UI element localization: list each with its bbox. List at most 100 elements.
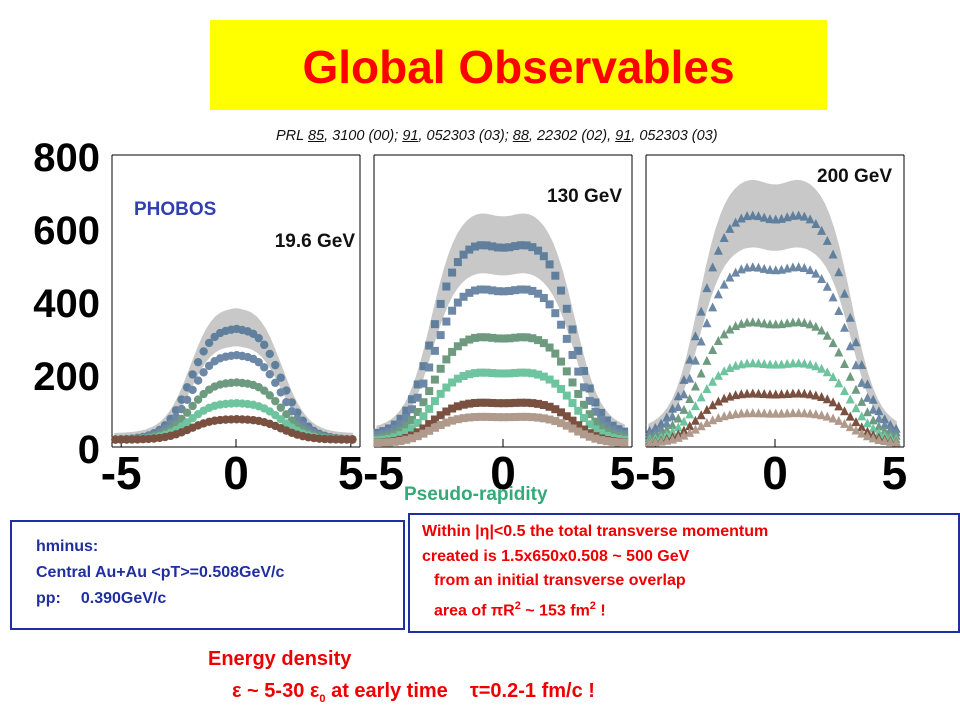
data-point (493, 399, 502, 408)
data-point (679, 389, 689, 399)
data-point (788, 388, 798, 398)
data-point (465, 245, 474, 254)
data-point (696, 336, 706, 346)
data-point (765, 214, 775, 224)
data-point (713, 396, 723, 406)
data-point (511, 242, 520, 251)
data-point (188, 401, 197, 411)
data-point (708, 415, 718, 425)
data-point (182, 408, 192, 417)
data-point (568, 416, 577, 425)
data-point (471, 242, 480, 251)
data-point (597, 423, 606, 432)
data-point (534, 246, 543, 255)
data-point (499, 243, 508, 252)
data-point (840, 386, 850, 396)
energy-density-title: Energy density (208, 648, 352, 670)
data-point (708, 302, 718, 312)
data-point (539, 339, 548, 348)
data-point (702, 355, 712, 365)
data-point (696, 392, 706, 402)
data-point (488, 286, 497, 295)
data-point (204, 338, 214, 348)
data-point (436, 299, 445, 308)
epsilon0-subscript: 0 (319, 693, 326, 705)
transverse-line1: Within |η|<0.5 the total transverse mome… (422, 520, 958, 545)
data-point (430, 423, 439, 432)
data-point (614, 438, 623, 447)
data-point (857, 411, 867, 421)
data-point (822, 394, 832, 404)
data-point (817, 392, 827, 402)
data-point (662, 424, 672, 434)
data-point (591, 417, 600, 426)
data-point (574, 367, 583, 376)
data-point (419, 429, 428, 438)
data-point (574, 389, 583, 398)
data-point (696, 410, 706, 420)
data-point (271, 378, 280, 387)
data-point (568, 424, 577, 433)
reference-citation: PRL 85, 3100 (00); 91, 052303 (03); 88, … (276, 128, 718, 144)
data-point (840, 358, 850, 368)
data-point (511, 412, 520, 421)
data-point (182, 395, 192, 404)
data-point (591, 434, 600, 443)
data-point (402, 414, 411, 423)
data-point (817, 410, 827, 420)
data-point (585, 410, 594, 419)
data-point (794, 210, 804, 220)
data-point (608, 425, 617, 434)
data-point (551, 417, 560, 426)
reference-text: , 22302 (02), (528, 128, 616, 144)
tau-symbol: τ (469, 680, 479, 702)
data-point (799, 262, 809, 272)
data-point (390, 437, 399, 446)
data-point (579, 425, 588, 434)
x-tick-label: 0 (490, 447, 516, 499)
data-point (430, 375, 439, 384)
data-point (794, 388, 804, 398)
data-point (260, 363, 269, 372)
data-point (574, 346, 583, 355)
data-point (828, 413, 838, 423)
data-point (754, 211, 764, 221)
data-point (862, 407, 872, 417)
data-point (857, 422, 867, 432)
transverse-line2: created is 1.5x650x0.508 ~ 500 GeV (422, 547, 690, 565)
transverse-line1-pre: Within | (422, 523, 480, 540)
data-point (805, 408, 815, 418)
data-point (188, 385, 197, 395)
data-point (539, 401, 548, 410)
data-point (568, 350, 577, 359)
data-point (476, 285, 485, 294)
data-point (419, 379, 428, 388)
data-point (805, 389, 815, 399)
data-point (776, 408, 786, 418)
data-point (845, 422, 855, 432)
reference-text: , 052303 (03); (418, 128, 513, 144)
data-point (453, 342, 462, 351)
data-point (765, 389, 775, 399)
data-point (568, 399, 577, 408)
data-point (811, 390, 821, 400)
data-point (534, 399, 543, 408)
data-point (713, 336, 723, 346)
data-point (845, 394, 855, 404)
data-point (396, 420, 405, 429)
data-point (765, 408, 775, 418)
data-point (545, 375, 554, 384)
data-point (430, 346, 439, 355)
data-point (430, 320, 439, 329)
epsilon-symbol: ε (232, 680, 242, 702)
data-point (834, 267, 844, 277)
data-point (453, 402, 462, 411)
data-point (805, 214, 815, 224)
data-point (828, 249, 838, 259)
data-point (459, 338, 468, 347)
data-point (834, 401, 844, 411)
data-point (742, 388, 752, 398)
data-point (511, 368, 520, 377)
data-point (522, 241, 531, 250)
data-point (482, 333, 491, 342)
